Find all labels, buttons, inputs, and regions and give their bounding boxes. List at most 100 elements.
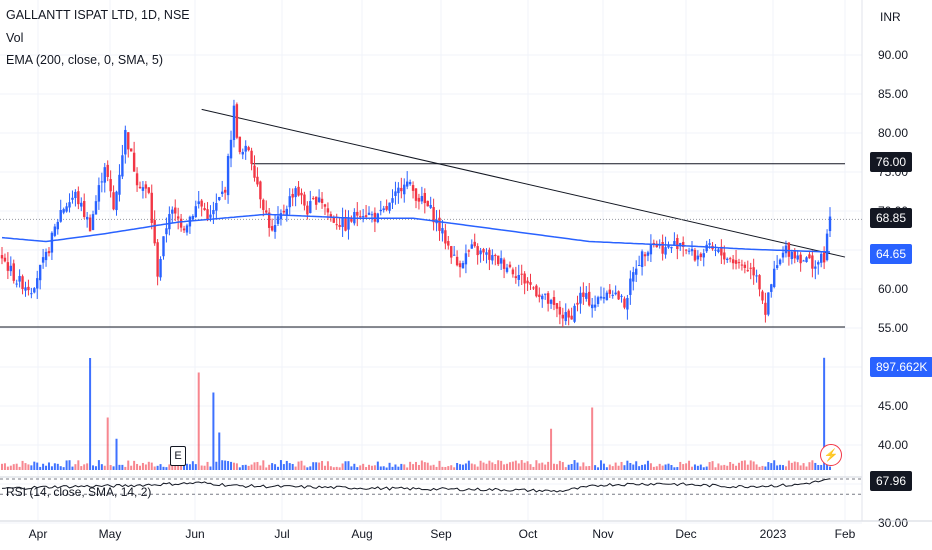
- candle-body: [379, 209, 382, 212]
- candle-body: [197, 201, 200, 205]
- volume-bar: [646, 460, 649, 470]
- volume-bar: [420, 460, 423, 470]
- volume-bar: [740, 460, 743, 470]
- candle-body: [388, 202, 391, 211]
- volume-bar: [350, 466, 353, 470]
- candle-body: [552, 297, 556, 305]
- candle-body: [88, 217, 92, 232]
- candle-body: [253, 165, 256, 178]
- candle-body: [620, 295, 623, 297]
- candle-body: [24, 287, 27, 291]
- volume-bar: [558, 460, 561, 470]
- volume-bar: [168, 464, 171, 470]
- candle-body: [770, 284, 773, 292]
- volume-bar: [47, 462, 50, 470]
- candle-body: [752, 267, 755, 276]
- flash-icon[interactable]: ⚡: [820, 444, 842, 466]
- candle-body: [141, 187, 145, 191]
- volume-bar: [56, 463, 59, 470]
- volume-bar: [423, 462, 426, 470]
- ema-legend[interactable]: EMA (200, close, 0, SMA, 5): [6, 53, 164, 67]
- volume-bar: [368, 464, 371, 470]
- y-tick-label: 90.00: [878, 48, 908, 62]
- candle-body: [643, 254, 647, 257]
- volume-bar: [156, 465, 159, 470]
- volume-bar: [529, 464, 532, 470]
- volume-bar: [36, 462, 39, 470]
- volume-bar: [235, 463, 238, 470]
- volume-bar: [300, 460, 303, 470]
- volume-bar: [224, 460, 227, 470]
- candle-body: [97, 185, 101, 202]
- volume-bar: [153, 466, 156, 470]
- x-tick-label: Sep: [430, 527, 452, 541]
- candle-body: [558, 306, 562, 315]
- y-tick-label: 30.00: [878, 516, 908, 530]
- volume-bar: [118, 464, 121, 470]
- symbol-title[interactable]: GALLANTT ISPAT LTD, 1D, NSE: [6, 8, 190, 22]
- volume-bar: [191, 461, 194, 470]
- candle-body: [599, 296, 603, 299]
- volume-bar: [24, 463, 27, 470]
- candle-body: [676, 238, 679, 250]
- volume-bar: [253, 462, 256, 470]
- volume-bar: [174, 462, 177, 470]
- volume-bar: [230, 461, 233, 470]
- volume-bar: [658, 463, 661, 470]
- candle-body: [617, 291, 620, 300]
- candle-body: [341, 218, 344, 228]
- volume-bar: [279, 460, 282, 470]
- volume-bar: [608, 464, 611, 470]
- volume-bar: [356, 467, 359, 470]
- volume-bar: [256, 461, 259, 470]
- volume-bar: [185, 463, 188, 470]
- volume-bar: [241, 465, 244, 470]
- candle-body: [444, 230, 447, 244]
- candle-body: [408, 182, 412, 185]
- rsi-legend[interactable]: RSI (14, close, SMA, 14, 2): [6, 485, 152, 499]
- volume-bar: [370, 465, 373, 470]
- candle-body: [717, 249, 720, 253]
- volume-bar: [605, 467, 608, 470]
- volume-bar: [523, 462, 526, 470]
- volume-bar: [74, 464, 77, 470]
- volume-bar: [203, 465, 206, 470]
- candle-body: [382, 208, 385, 211]
- candle-body: [720, 246, 723, 256]
- volume-bar: [373, 465, 376, 470]
- candle-body: [602, 297, 606, 299]
- candle-body: [397, 187, 400, 194]
- candle-body: [9, 265, 13, 272]
- volume-bar: [550, 428, 553, 470]
- candle-body: [432, 207, 435, 223]
- volume-bar: [30, 465, 33, 470]
- candle-body: [790, 251, 794, 260]
- candle-body: [218, 196, 221, 201]
- candle-body: [452, 254, 456, 256]
- candle-body: [135, 173, 139, 186]
- candle-body: [511, 269, 515, 275]
- volume-bar: [274, 464, 277, 470]
- volume-bar: [183, 464, 186, 470]
- volume-bar: [597, 467, 600, 470]
- volume-bar: [691, 466, 693, 470]
- volume-bar: [89, 358, 92, 470]
- x-tick-label: Feb: [835, 527, 856, 541]
- volume-bar: [133, 460, 136, 470]
- volume-bar: [432, 464, 435, 470]
- volume-bar: [564, 467, 567, 470]
- candle-body: [244, 145, 247, 152]
- candle-body: [596, 297, 600, 305]
- candle-body: [147, 187, 151, 193]
- volume-bar: [729, 462, 732, 470]
- volume-bar: [277, 466, 279, 470]
- earnings-marker[interactable]: E: [170, 446, 186, 466]
- volume-bar: [661, 465, 664, 470]
- y-tick-label: 85.00: [878, 87, 908, 101]
- volume-legend[interactable]: Vol: [6, 31, 24, 45]
- volume-bar: [764, 466, 767, 470]
- ema-line: [1, 213, 831, 253]
- volume-bar: [497, 460, 500, 470]
- volume-bar: [638, 466, 641, 470]
